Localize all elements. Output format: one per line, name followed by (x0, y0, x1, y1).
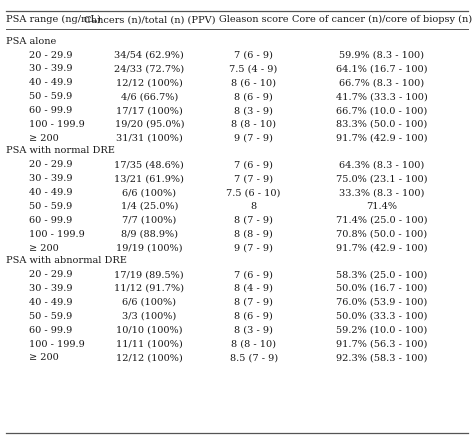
Text: 10/10 (100%): 10/10 (100%) (116, 325, 182, 335)
Text: 50.0% (33.3 - 100): 50.0% (33.3 - 100) (336, 312, 427, 321)
Text: 91.7% (42.9 - 100): 91.7% (42.9 - 100) (336, 134, 428, 143)
Text: Cancers (n)/total (n) (PPV): Cancers (n)/total (n) (PPV) (83, 15, 215, 24)
Text: 40 - 49.9: 40 - 49.9 (29, 188, 73, 197)
Text: 59.9% (8.3 - 100): 59.9% (8.3 - 100) (339, 51, 424, 60)
Text: 24/33 (72.7%): 24/33 (72.7%) (114, 64, 184, 74)
Text: 8.5 (7 - 9): 8.5 (7 - 9) (229, 353, 278, 363)
Text: 60 - 99.9: 60 - 99.9 (29, 216, 73, 225)
Text: 50 - 59.9: 50 - 59.9 (29, 312, 73, 321)
Text: 19/19 (100%): 19/19 (100%) (116, 243, 182, 253)
Text: 91.7% (56.3 - 100): 91.7% (56.3 - 100) (336, 340, 427, 348)
Text: 7.5 (6 - 10): 7.5 (6 - 10) (227, 188, 281, 197)
Text: 76.0% (53.9 - 100): 76.0% (53.9 - 100) (336, 298, 427, 307)
Text: 19/20 (95.0%): 19/20 (95.0%) (115, 120, 184, 129)
Text: 12/12 (100%): 12/12 (100%) (116, 78, 182, 87)
Text: 30 - 39.9: 30 - 39.9 (29, 284, 73, 293)
Text: 6/6 (100%): 6/6 (100%) (122, 188, 176, 197)
Text: 7 (6 - 9): 7 (6 - 9) (234, 51, 273, 60)
Text: 4/6 (66.7%): 4/6 (66.7%) (121, 92, 178, 101)
Text: 30 - 39.9: 30 - 39.9 (29, 64, 73, 74)
Text: 6/6 (100%): 6/6 (100%) (122, 298, 176, 307)
Text: 1/4 (25.0%): 1/4 (25.0%) (120, 202, 178, 211)
Text: PSA with normal DRE: PSA with normal DRE (6, 146, 115, 155)
Text: 66.7% (10.0 - 100): 66.7% (10.0 - 100) (336, 106, 427, 115)
Text: 100 - 199.9: 100 - 199.9 (29, 120, 85, 129)
Text: 11/11 (100%): 11/11 (100%) (116, 340, 182, 348)
Text: 17/17 (100%): 17/17 (100%) (116, 106, 182, 115)
Text: PSA range (ng/mL): PSA range (ng/mL) (6, 15, 100, 24)
Text: 8 (6 - 10): 8 (6 - 10) (231, 78, 276, 87)
Text: Gleason score: Gleason score (219, 15, 288, 24)
Text: 20 - 29.9: 20 - 29.9 (29, 51, 73, 60)
Text: 8: 8 (251, 202, 256, 211)
Text: 13/21 (61.9%): 13/21 (61.9%) (114, 174, 184, 183)
Text: 100 - 199.9: 100 - 199.9 (29, 340, 85, 348)
Text: 7/7 (100%): 7/7 (100%) (122, 216, 176, 225)
Text: 12/12 (100%): 12/12 (100%) (116, 353, 182, 363)
Text: 8 (3 - 9): 8 (3 - 9) (234, 106, 273, 115)
Text: 50 - 59.9: 50 - 59.9 (29, 202, 73, 211)
Text: 100 - 199.9: 100 - 199.9 (29, 230, 85, 239)
Text: 9 (7 - 9): 9 (7 - 9) (234, 134, 273, 143)
Text: 50 - 59.9: 50 - 59.9 (29, 92, 73, 101)
Text: 7.5 (4 - 9): 7.5 (4 - 9) (229, 64, 278, 74)
Text: 17/19 (89.5%): 17/19 (89.5%) (115, 270, 184, 279)
Text: 40 - 49.9: 40 - 49.9 (29, 298, 73, 307)
Text: 7 (6 - 9): 7 (6 - 9) (234, 270, 273, 279)
Text: 20 - 29.9: 20 - 29.9 (29, 160, 73, 169)
Text: 40 - 49.9: 40 - 49.9 (29, 78, 73, 87)
Text: 60 - 99.9: 60 - 99.9 (29, 106, 73, 115)
Text: 70.8% (50.0 - 100): 70.8% (50.0 - 100) (336, 230, 427, 239)
Text: 64.3% (8.3 - 100): 64.3% (8.3 - 100) (339, 160, 424, 169)
Text: 8 (8 - 10): 8 (8 - 10) (231, 340, 276, 348)
Text: 8 (8 - 9): 8 (8 - 9) (234, 230, 273, 239)
Text: PSA with abnormal DRE: PSA with abnormal DRE (6, 256, 127, 265)
Text: 91.7% (42.9 - 100): 91.7% (42.9 - 100) (336, 243, 428, 253)
Text: Core of cancer (n)/core of biopsy (n): Core of cancer (n)/core of biopsy (n) (292, 15, 472, 24)
Text: 30 - 39.9: 30 - 39.9 (29, 174, 73, 183)
Text: 8 (6 - 9): 8 (6 - 9) (234, 92, 273, 101)
Text: 9 (7 - 9): 9 (7 - 9) (234, 243, 273, 253)
Text: 59.2% (10.0 - 100): 59.2% (10.0 - 100) (336, 325, 427, 335)
Text: 75.0% (23.1 - 100): 75.0% (23.1 - 100) (336, 174, 428, 183)
Text: 7 (6 - 9): 7 (6 - 9) (234, 160, 273, 169)
Text: 11/12 (91.7%): 11/12 (91.7%) (114, 284, 184, 293)
Text: 33.3% (8.3 - 100): 33.3% (8.3 - 100) (339, 188, 424, 197)
Text: ≥ 200: ≥ 200 (29, 243, 59, 253)
Text: 20 - 29.9: 20 - 29.9 (29, 270, 73, 279)
Text: 34/54 (62.9%): 34/54 (62.9%) (114, 51, 184, 60)
Text: 8/9 (88.9%): 8/9 (88.9%) (121, 230, 178, 239)
Text: 41.7% (33.3 - 100): 41.7% (33.3 - 100) (336, 92, 428, 101)
Text: 66.7% (8.3 - 100): 66.7% (8.3 - 100) (339, 78, 424, 87)
Text: ≥ 200: ≥ 200 (29, 353, 59, 363)
Text: 8 (3 - 9): 8 (3 - 9) (234, 325, 273, 335)
Text: 8 (4 - 9): 8 (4 - 9) (234, 284, 273, 293)
Text: 7 (7 - 9): 7 (7 - 9) (234, 174, 273, 183)
Text: 71.4%: 71.4% (366, 202, 397, 211)
Text: 8 (7 - 9): 8 (7 - 9) (234, 298, 273, 307)
Text: 8 (8 - 10): 8 (8 - 10) (231, 120, 276, 129)
Text: 50.0% (16.7 - 100): 50.0% (16.7 - 100) (336, 284, 427, 293)
Text: 83.3% (50.0 - 100): 83.3% (50.0 - 100) (336, 120, 427, 129)
Text: ≥ 200: ≥ 200 (29, 134, 59, 143)
Text: 8 (7 - 9): 8 (7 - 9) (234, 216, 273, 225)
Text: 64.1% (16.7 - 100): 64.1% (16.7 - 100) (336, 64, 428, 74)
Text: 31/31 (100%): 31/31 (100%) (116, 134, 182, 143)
Text: 60 - 99.9: 60 - 99.9 (29, 325, 73, 335)
Text: PSA alone: PSA alone (6, 37, 56, 46)
Text: 58.3% (25.0 - 100): 58.3% (25.0 - 100) (336, 270, 427, 279)
Text: 71.4% (25.0 - 100): 71.4% (25.0 - 100) (336, 216, 428, 225)
Text: 3/3 (100%): 3/3 (100%) (122, 312, 176, 321)
Text: 8 (6 - 9): 8 (6 - 9) (234, 312, 273, 321)
Text: 92.3% (58.3 - 100): 92.3% (58.3 - 100) (336, 353, 427, 363)
Text: 17/35 (48.6%): 17/35 (48.6%) (114, 160, 184, 169)
